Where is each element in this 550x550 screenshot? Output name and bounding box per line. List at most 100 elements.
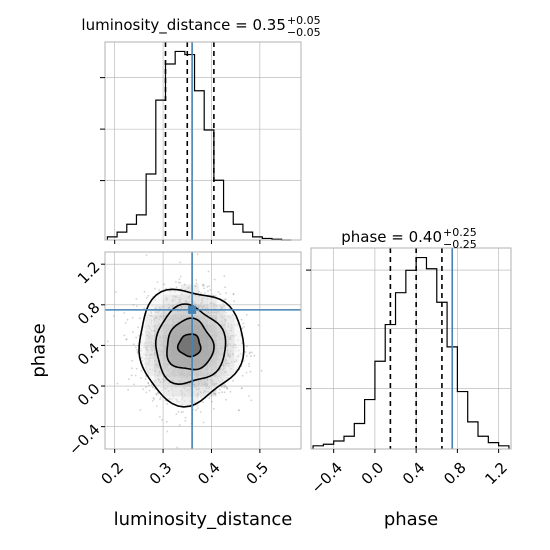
x-tick-label: −0.4 (308, 459, 346, 497)
scatter-point (196, 253, 199, 256)
x-tick-label: 0.3 (146, 459, 176, 489)
scatter-point (145, 386, 147, 388)
scatter-point (163, 283, 166, 286)
title-value: 0.40 (409, 228, 442, 246)
scatter-point (226, 387, 229, 389)
scatter-point (213, 392, 216, 395)
panel-phase-histogram: −0.4 0.0 0.4 0.8 1.2 phase = 0.40 +0.25 −0.2… (306, 226, 512, 530)
density-cell (189, 284, 199, 295)
title-plus-error: +0.25 (443, 226, 477, 239)
scatter-point (177, 281, 180, 284)
scatter-point (179, 275, 182, 278)
scatter-point (137, 326, 139, 329)
scatter-point (213, 278, 216, 281)
panel-title: phase = 0.40 (341, 228, 442, 246)
y-axis-label: phase (28, 323, 49, 377)
scatter-point (154, 287, 156, 290)
scatter-point (240, 387, 243, 389)
contour-line (166, 317, 215, 371)
scatter-point (142, 388, 145, 391)
scatter-point (165, 420, 168, 423)
scatter-point (232, 293, 235, 295)
scatter-point (123, 312, 126, 314)
scatter-point (179, 261, 182, 264)
title-param: luminosity_distance (81, 16, 230, 35)
quantile-lines (389, 248, 443, 449)
title-minus-error: −0.25 (443, 238, 477, 251)
scatter-point (184, 420, 187, 422)
scatter-point (244, 351, 247, 353)
scatter-point (232, 379, 235, 382)
title-equals: = (387, 228, 409, 246)
scatter-point (204, 292, 206, 294)
scatter-point (133, 383, 136, 386)
scatter-point (184, 416, 187, 419)
y-tick-label: −0.4 (65, 420, 103, 458)
contour-line (176, 333, 202, 358)
scatter-point (199, 411, 202, 413)
scatter-point (223, 275, 226, 278)
scatter-point (127, 388, 129, 391)
scatter-point (138, 317, 141, 320)
scatter-point (155, 394, 158, 396)
scatter-point (257, 324, 260, 327)
scatter-point (116, 382, 119, 385)
scatter-point (152, 397, 155, 399)
scatter-point (158, 289, 161, 291)
scatter-point (131, 367, 133, 370)
scatter-point (178, 278, 181, 280)
scatter-point (147, 382, 150, 385)
scatter-point (225, 292, 228, 294)
histogram-step-line (312, 256, 510, 449)
scatter-point (247, 363, 250, 365)
scatter-point (131, 359, 134, 362)
scatter-point (206, 285, 209, 288)
scatter-point (207, 270, 210, 273)
title-equals: = (230, 16, 252, 34)
scatter-point (166, 430, 169, 433)
contour-line (138, 288, 245, 408)
scatter-point (153, 398, 155, 400)
scatter-point (194, 285, 197, 287)
contour-line (155, 303, 227, 386)
x-axis-label: phase (384, 509, 438, 530)
scatter-point (151, 399, 154, 402)
scatter-point (151, 386, 154, 389)
scatter-point (196, 407, 199, 410)
scatter-point (132, 343, 135, 346)
scatter-point (198, 290, 200, 293)
scatter-point (240, 318, 243, 321)
scatter-point (147, 381, 150, 384)
scatter-point (175, 286, 178, 289)
scatter-point (243, 326, 246, 328)
scatter-point (115, 291, 117, 293)
scatter-point (203, 287, 206, 290)
title-value: 0.35 (252, 16, 285, 34)
panel-2d-scatter: 0.2 0.3 0.4 0.5 −0.4 0.0 0.4 0.8 1.2 luminosity… (28, 251, 302, 530)
scatter-point (157, 392, 160, 395)
x-axis-label: luminosity_distance (114, 509, 293, 530)
scatter-point (233, 300, 236, 303)
tick-marks (100, 77, 261, 244)
scatter-point (175, 413, 178, 415)
scatter-point (237, 409, 240, 412)
scatter-point (214, 393, 217, 396)
scatter-point (175, 281, 177, 283)
scatter-point (207, 290, 209, 292)
scatter-point (224, 385, 227, 388)
x-tick-label: 0.0 (358, 459, 388, 489)
x-tick-label: 1.2 (481, 459, 511, 489)
scatter-point (177, 410, 180, 413)
scatter-point (159, 396, 162, 399)
scatter-point (127, 378, 130, 381)
contour-fill (177, 334, 201, 357)
x-tick-labels: 0.2 0.3 0.4 0.5 (97, 449, 272, 488)
density-cell (180, 284, 190, 295)
scatter-point (135, 298, 138, 300)
scatter-point (148, 384, 151, 387)
scatter-point (229, 390, 232, 393)
scatter-point (211, 400, 214, 403)
scatter-point (126, 318, 129, 321)
scatter-point (145, 296, 148, 299)
scatter-point (250, 399, 253, 402)
